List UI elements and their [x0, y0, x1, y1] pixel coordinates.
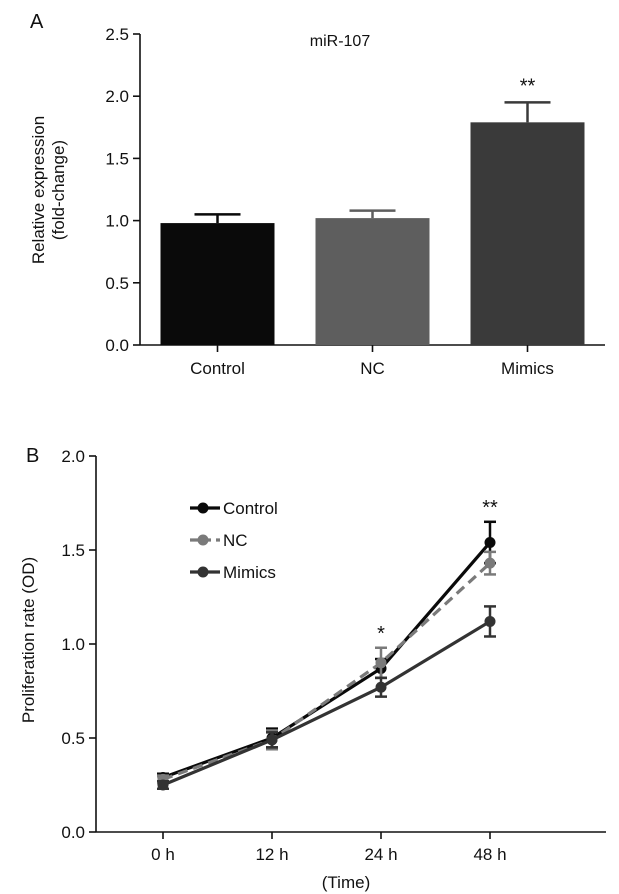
- panel-letter-a: A: [30, 11, 44, 33]
- y-tick-label-b: 0.0: [61, 823, 85, 842]
- y-axis-title-a-line2: (fold-change): [49, 140, 68, 240]
- x-tick-label-b: 0 h: [151, 845, 175, 864]
- x-tick-label-a: Mimics: [501, 359, 554, 378]
- bar-mimics: [470, 122, 585, 345]
- data-point-mimics: [266, 734, 278, 746]
- y-tick-label-a: 1.5: [105, 149, 129, 168]
- legend-marker-control: [197, 502, 209, 514]
- panel-letter-b: B: [26, 445, 39, 467]
- bar-nc: [315, 218, 430, 345]
- data-point-control: [484, 536, 496, 548]
- y-tick-label-b: 0.5: [61, 729, 85, 748]
- data-point-mimics: [375, 681, 387, 693]
- bar-control: [160, 223, 275, 345]
- panel-a-bar-chart: A miR-107 Relative expression (fold-chan…: [29, 11, 605, 378]
- x-axis-title-b: (Time): [322, 873, 370, 892]
- series-line-nc: [162, 561, 492, 781]
- y-tick-label-b: 2.0: [61, 447, 85, 466]
- chart-title-a: miR-107: [310, 33, 371, 50]
- y-tick-label-a: 2.0: [105, 87, 129, 106]
- x-tick-label-a: Control: [190, 359, 245, 378]
- lines-b: ***: [157, 497, 498, 791]
- x-tick-label-b: 12 h: [255, 845, 288, 864]
- series-line-mimics: [162, 620, 491, 787]
- legend-b: Control NC Mimics: [190, 499, 278, 582]
- x-tick-label-b: 48 h: [473, 845, 506, 864]
- x-tick-label-b: 24 h: [364, 845, 397, 864]
- axes-b: 0.0 0.5 1.0 1.5 2.0 0 h 12 h 24 h 48 h: [61, 447, 606, 864]
- y-tick-label-a: 1.0: [105, 212, 129, 231]
- y-tick-label-a: 0.5: [105, 274, 129, 293]
- bars-a: **: [160, 75, 585, 345]
- legend-marker-mimics: [197, 566, 209, 578]
- y-tick-label-b: 1.0: [61, 635, 85, 654]
- legend-marker-nc: [197, 534, 209, 546]
- y-tick-label-a: 2.5: [105, 25, 129, 44]
- data-point-nc: [484, 557, 496, 569]
- y-tick-label-b: 1.5: [61, 541, 85, 560]
- data-point-mimics: [484, 615, 496, 627]
- data-point-mimics: [157, 779, 169, 791]
- legend-label-mimics: Mimics: [223, 563, 276, 582]
- legend-label-nc: NC: [223, 531, 248, 550]
- series-line-control: [162, 541, 492, 779]
- significance-marker-b: *: [377, 623, 385, 645]
- data-point-nc: [375, 657, 387, 669]
- legend-label-control: Control: [223, 499, 278, 518]
- y-axis-title-b: Proliferation rate (OD): [19, 557, 38, 723]
- y-axis-title-a-line1: Relative expression: [29, 116, 48, 264]
- x-tick-label-a: NC: [360, 359, 385, 378]
- significance-marker-b: **: [482, 497, 498, 519]
- significance-marker-a: **: [520, 75, 536, 97]
- panel-b-line-chart: B Proliferation rate (OD) (Time) 0.0 0.5 1…: [19, 445, 606, 892]
- y-tick-label-a: 0.0: [105, 336, 129, 355]
